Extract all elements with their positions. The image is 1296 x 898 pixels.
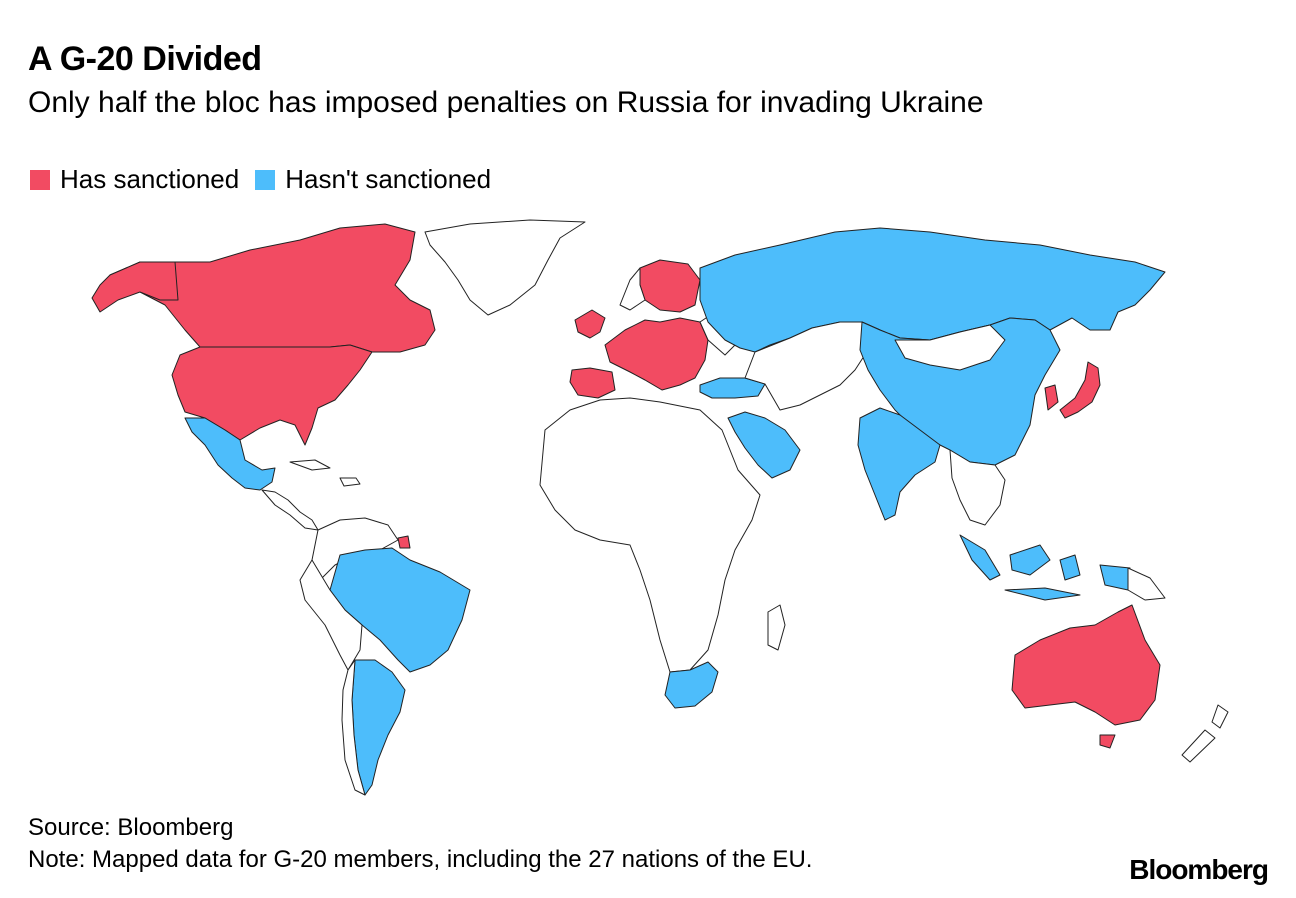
legend: Has sanctioned Hasn't sanctioned (30, 164, 507, 195)
country-south-africa (664, 661, 719, 709)
legend-swatch-sanctioned (30, 169, 50, 190)
country-turkey (699, 377, 766, 399)
country-saudi-arabia (727, 411, 801, 479)
region-eu-uk (569, 259, 709, 399)
chart-title: A G-20 Divided (28, 40, 262, 78)
world-map (91, 219, 1229, 796)
country-indonesia (959, 534, 1131, 601)
region-caribbean (289, 459, 361, 487)
country-south-korea (1044, 384, 1059, 411)
country-argentina (351, 659, 406, 796)
bloomberg-logo: Bloomberg (1129, 854, 1269, 885)
country-madagascar (767, 604, 786, 651)
country-usa-alaska (91, 261, 179, 313)
country-mexico (184, 417, 276, 491)
legend-item-sanctioned: Has sanctioned (30, 164, 239, 195)
region-southeast-asia (949, 449, 1006, 526)
country-japan (1059, 361, 1101, 419)
legend-label-not-sanctioned: Hasn't sanctioned (285, 164, 492, 194)
country-india (857, 407, 941, 521)
source-note: Source: Bloomberg (28, 814, 234, 841)
country-chile (341, 659, 366, 796)
region-central-america (261, 489, 319, 531)
country-russia (699, 227, 1166, 353)
country-mongolia (894, 324, 1006, 371)
region-middle-east-central-asia (744, 321, 881, 411)
footnote: Note: Mapped data for G-20 members, incl… (28, 846, 813, 873)
country-papua-new-guinea (1127, 567, 1166, 601)
legend-swatch-not-sanctioned (255, 169, 276, 190)
chart-subtitle: Only half the bloc has imposed penalties… (28, 86, 984, 119)
country-new-zealand (1181, 704, 1229, 763)
country-french-guiana (397, 535, 411, 549)
country-usa (171, 344, 373, 446)
country-australia (1011, 604, 1161, 726)
legend-label-sanctioned: Has sanctioned (60, 164, 240, 194)
country-australia-tasmania (1099, 734, 1116, 749)
region-africa (539, 397, 761, 673)
legend-item-not-sanctioned: Hasn't sanctioned (255, 164, 491, 195)
country-canada (109, 223, 436, 353)
country-greenland (424, 219, 586, 316)
